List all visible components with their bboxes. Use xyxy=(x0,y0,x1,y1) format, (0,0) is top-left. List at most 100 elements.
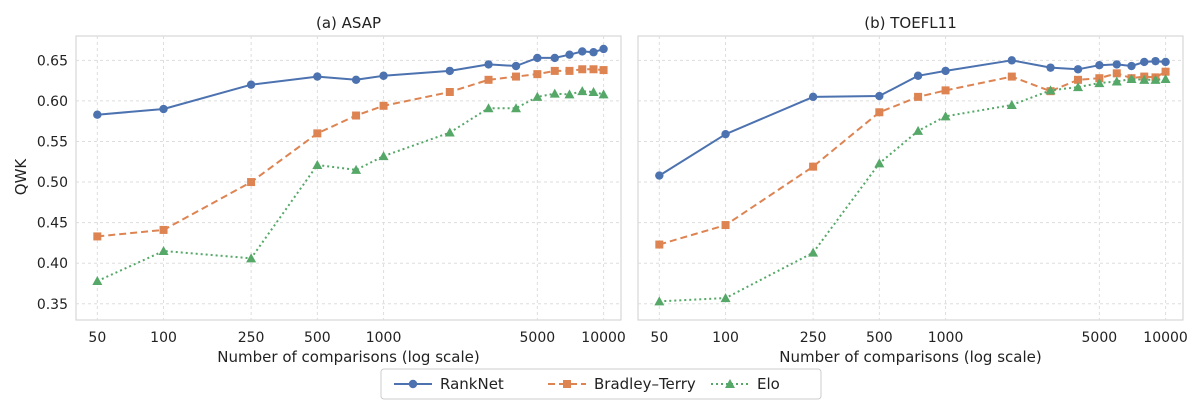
data-point xyxy=(1112,60,1121,69)
data-point xyxy=(1095,61,1104,70)
x-tick-label: 10000 xyxy=(581,330,626,346)
data-point xyxy=(246,253,257,263)
data-point xyxy=(599,66,608,75)
panel-title: (a) ASAP xyxy=(316,14,381,32)
data-point xyxy=(1112,69,1121,78)
series-ranknet xyxy=(93,44,608,119)
y-tick-label: 0.35 xyxy=(37,297,68,313)
x-tick-label: 5000 xyxy=(1082,330,1118,346)
data-point xyxy=(914,92,923,101)
data-point xyxy=(589,65,598,74)
data-point xyxy=(1094,78,1105,88)
data-point xyxy=(550,66,559,75)
data-point xyxy=(511,61,521,71)
data-point xyxy=(549,88,560,98)
series-line xyxy=(659,70,1167,246)
data-point xyxy=(533,53,542,63)
data-point xyxy=(1161,67,1170,76)
data-point xyxy=(1127,61,1136,71)
series-group xyxy=(92,44,609,286)
legend-marker xyxy=(725,379,735,388)
x-tick-label: 5000 xyxy=(520,330,556,346)
data-point xyxy=(655,171,664,180)
data-point xyxy=(1150,74,1161,84)
data-point xyxy=(655,240,664,249)
data-point xyxy=(1045,85,1056,95)
series-elo xyxy=(92,86,609,286)
data-point xyxy=(721,129,730,139)
series-bradley-terry xyxy=(93,65,608,241)
legend-label: RankNet xyxy=(440,375,504,393)
tick-labels: 0.35 0.40 0.45 0.50 0.55 0.60 0.65 50 100 250 500 1… xyxy=(37,53,626,346)
data-point xyxy=(654,296,665,306)
data-point xyxy=(1161,57,1170,67)
series-elo xyxy=(654,74,1171,306)
plot-area xyxy=(637,35,1184,321)
data-point xyxy=(577,86,588,96)
y-tick-label: 0.45 xyxy=(37,216,68,232)
legend: RankNet Bradley–Terry Elo xyxy=(380,368,822,400)
y-tick-label: 0.55 xyxy=(37,134,68,150)
data-point xyxy=(532,91,543,101)
data-point xyxy=(313,129,322,138)
data-point xyxy=(550,53,559,63)
legend-frame xyxy=(380,368,822,400)
legend-label: Bradley–Terry xyxy=(594,375,696,393)
legend-entry-bradley-terry: Bradley–Terry xyxy=(548,375,696,393)
y-tick-label: 0.65 xyxy=(37,53,68,69)
x-tick-label: 250 xyxy=(800,330,827,346)
data-point xyxy=(809,162,818,171)
data-point xyxy=(484,75,493,84)
data-point xyxy=(874,158,885,168)
data-point xyxy=(312,160,323,170)
x-tick-label: 500 xyxy=(866,330,893,346)
y-tick-label: 0.60 xyxy=(37,94,68,110)
data-point xyxy=(444,127,455,137)
data-point xyxy=(533,70,542,79)
data-point xyxy=(1139,74,1150,84)
panel-toefl11: (b) TOEFL11 Number of comparisons (log s… xyxy=(637,14,1188,366)
x-tick-label: 100 xyxy=(150,330,177,346)
data-point xyxy=(512,72,521,81)
data-point xyxy=(379,101,388,110)
data-point xyxy=(484,60,493,69)
data-point xyxy=(1151,56,1160,66)
data-point xyxy=(92,276,103,286)
data-point xyxy=(159,104,168,114)
data-point xyxy=(351,164,362,174)
tick-labels: 50 100 250 500 1000 5000 10000 xyxy=(650,330,1187,346)
data-point xyxy=(940,111,951,121)
data-point xyxy=(93,232,102,241)
x-tick-label: 10000 xyxy=(1143,330,1188,346)
data-point xyxy=(808,92,818,102)
grid xyxy=(76,36,621,320)
data-point xyxy=(720,293,731,303)
y-tick-label: 0.40 xyxy=(37,256,68,272)
data-point xyxy=(313,72,322,81)
x-tick-label: 50 xyxy=(88,330,106,346)
legend-marker xyxy=(563,380,571,388)
legend-marker xyxy=(408,379,418,389)
legend-entry-rankNet: RankNet xyxy=(394,375,504,393)
x-axis-label: Number of comparisons (log scale) xyxy=(217,348,479,366)
data-point xyxy=(589,48,598,57)
x-tick-label: 50 xyxy=(650,330,668,346)
y-tick-label: 0.50 xyxy=(37,175,68,191)
data-point xyxy=(159,225,168,234)
data-point xyxy=(1140,57,1149,67)
data-point xyxy=(1007,56,1016,65)
x-tick-label: 1000 xyxy=(366,330,402,346)
data-point xyxy=(598,89,609,99)
data-point xyxy=(808,247,819,257)
x-axis-label: Number of comparisons (log scale) xyxy=(779,348,1041,366)
data-point xyxy=(1074,75,1083,84)
data-point xyxy=(378,151,389,161)
data-point xyxy=(913,71,923,80)
series-line xyxy=(97,68,604,238)
data-point xyxy=(578,47,587,56)
data-point xyxy=(483,103,494,113)
data-point xyxy=(1073,82,1084,92)
data-point xyxy=(158,246,169,256)
panel-asap: (a) ASAP Number of comparisons (log scal… xyxy=(37,14,626,366)
data-point xyxy=(913,125,924,135)
